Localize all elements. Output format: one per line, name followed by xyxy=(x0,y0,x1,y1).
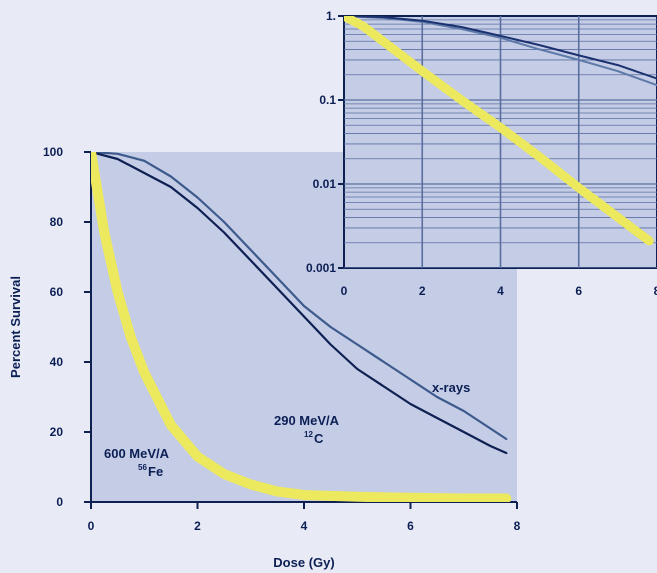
inset-log-chart: 0 2 4 6 8 0.001 0.01 0.1 1. xyxy=(306,9,657,298)
inset-x-tick-label-4: 4 xyxy=(497,284,504,298)
annotation-carbon-element: C xyxy=(314,431,324,446)
main-x-tick-label-6: 6 xyxy=(407,519,414,533)
main-x-tick-label-8: 8 xyxy=(514,519,521,533)
main-y-tick-label-20: 20 xyxy=(50,425,64,439)
main-y-tick-label-60: 60 xyxy=(50,285,64,299)
inset-y-tick-label-1: 1. xyxy=(326,9,336,23)
inset-y-tick-label-0-001: 0.001 xyxy=(306,261,336,275)
annotation-iron-mass-number: 56 xyxy=(138,463,147,472)
inset-y-tick-label-0-1: 0.1 xyxy=(319,93,336,107)
main-y-tick-label-100: 100 xyxy=(43,145,63,159)
main-series-600-mev-a-56fe xyxy=(91,152,512,502)
inset-series-600-mev-a-56fe xyxy=(344,16,654,246)
main-x-tick-label-4: 4 xyxy=(301,519,308,533)
main-x-tick-label-2: 2 xyxy=(194,519,201,533)
annotation-x-rays: x-rays xyxy=(432,380,470,395)
main-series-290-mev-a-12c xyxy=(91,152,508,455)
inset-x-tick-label-8: 8 xyxy=(654,284,657,298)
annotation-iron-element: Fe xyxy=(148,464,163,479)
main-y-axis-title: Percent Survival xyxy=(8,276,23,378)
annotation-carbon-energy: 290 MeV/A xyxy=(274,413,340,428)
main-y-tick-label-0: 0 xyxy=(56,495,63,509)
inset-x-tick-label-0: 0 xyxy=(341,284,348,298)
main-x-tick-label-0: 0 xyxy=(88,519,95,533)
annotation-carbon-mass-number: 12 xyxy=(304,430,313,439)
annotation-iron-energy: 600 MeV/A xyxy=(104,446,170,461)
inset-x-tick-label-6: 6 xyxy=(575,284,582,298)
inset-series-290-mev-a-12c xyxy=(344,16,657,80)
main-y-tick-label-80: 80 xyxy=(50,215,64,229)
main-y-tick-label-40: 40 xyxy=(50,355,64,369)
inset-x-tick-label-2: 2 xyxy=(419,284,426,298)
inset-y-tick-label-0-01: 0.01 xyxy=(313,177,337,191)
main-series-x-rays xyxy=(91,152,508,441)
main-x-axis-title: Dose (Gy) xyxy=(273,555,334,570)
